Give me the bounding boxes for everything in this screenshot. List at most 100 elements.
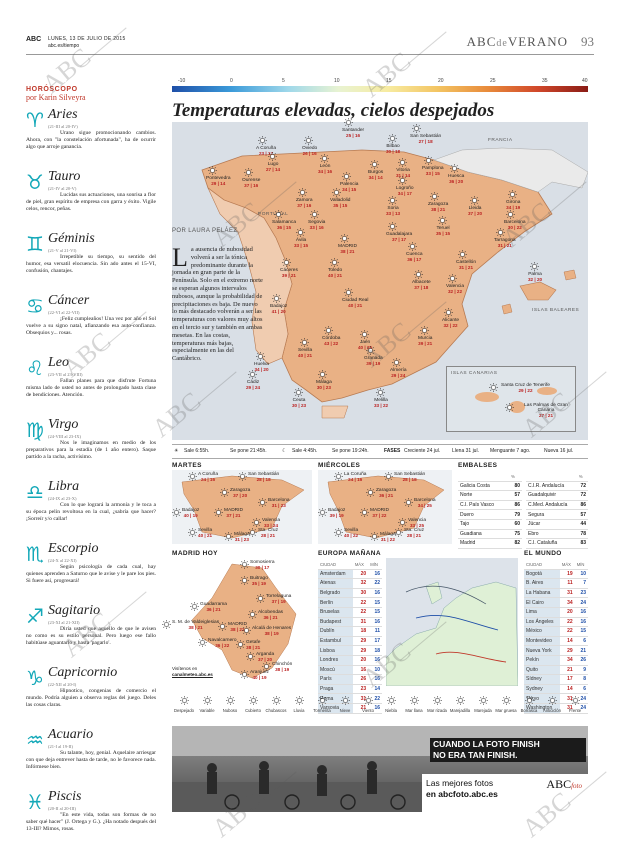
city-label: Huesca 36 | 20 [448,174,465,184]
city-label: Badajoz 41 | 20 [270,304,288,314]
city-label: Lugo 27 | 14 [266,162,281,172]
city-label: Navalcarnero 36 | 22 [208,638,237,648]
city-row: Montevideo 14 6 [524,636,588,647]
city-label: A Coruña 23 | 17 [256,146,277,156]
city-label: Zaragoza 36 | 21 [376,488,397,498]
legend-icon [249,696,258,705]
sign-name: Cáncer [48,293,90,308]
mundo-title: EL MUNDO [524,550,562,557]
article-dropcap: L [172,243,188,272]
temperature-gradient [172,86,588,92]
legend-icon [525,696,534,705]
horoscope-sign: ♍ Virgo (24-VIII al 23-IX) Nos le imaginamo… [26,416,161,478]
scale-tick: 0 [230,78,233,84]
sun-icon [248,370,257,379]
martes-title: MARTES [172,462,202,469]
embalse-row: C.Med. Andalucía 86 [526,500,588,511]
city-row: Berlín 22 15 [318,597,382,608]
city-row: Moscú 16 10 [318,665,382,676]
phases-label: FASES [384,448,401,454]
city-label: Guadalajara 37 | 17 [386,232,413,242]
sun-icon [310,210,319,219]
sign-dates: (24-VIII al 23-IX) [48,434,81,439]
zodiac-capricornio-icon: ♑ [26,666,44,690]
legend-icon [387,696,396,705]
city-label: La Coruña 24 | 16 [344,472,367,482]
sun-icon [248,528,257,537]
sun-icon [458,250,467,259]
sign-dates: (24-X al 22-XI) [48,558,77,563]
city-label: Ceuta 30 | 23 [292,398,307,408]
city-label: Pamplona 33 | 15 [422,166,444,176]
city-label: León 34 | 16 [318,164,333,174]
city-label: San Sebastián 27 | 18 [410,134,442,144]
sun-icon [366,346,375,355]
horoscope-sign: ♏ Escorpio (24-X al 22-XI) Según psicología… [26,540,161,602]
sun-icon [162,620,171,629]
horoscope-sign: ♊ Géminis (21-V al 21-VI) Irrepetible su ti… [26,230,161,292]
sun-icon [244,168,253,177]
zodiac-aries-icon: ♈ [26,108,44,132]
embalse-row: Guadalquivir 72 [526,490,588,501]
legend-item: Marejadilla [449,708,471,713]
legend-item: Lluvia [293,708,305,713]
embalse-row: C.I. Cataluña 83 [526,538,588,549]
miercoles-title: MIÉRCOLES [318,462,361,469]
horoscope-sign: ♒ Acuario (21-I al 19-II) Su talante, hoy, … [26,726,161,788]
embalse-row: Júcar 44 [526,519,588,530]
city-label: Soria 33 | 13 [386,206,401,216]
city-row: Praga 23 14 [318,684,382,695]
city-label: MADRID 38 | 21 [228,622,247,632]
madrid-link-url[interactable]: canalmeteo.abc.es [172,672,213,677]
city-label: Albacete 37 | 18 [412,280,431,290]
city-label: Las Palmas de Gran Canaria 27 | 21 [524,403,568,418]
legend-icon [272,696,281,705]
sign-name: Libra [48,479,80,494]
city-row: Varsovia 21 16 [318,703,382,714]
sign-text: Irrepetible su tiempo, su sentido del hu… [26,254,156,274]
legend-icon [571,696,580,705]
sun-icon [412,124,421,133]
horoscope-sign: ♋ Cáncer (22-VI al 22-VII) ¡Feliz cumpleaño… [26,292,161,354]
city-label: Torrelaguna 37 | 19 [266,594,292,604]
sun-icon [318,370,327,379]
city-label: Sevilla 40 | 22 [344,528,359,538]
city-label: MADRID 37 | 22 [370,508,389,518]
legend-item: Anticiclón [543,708,561,713]
legend-item: Borrasca [520,708,538,713]
region-label-portugal: PORTUGAL [258,212,289,217]
horoscope-sign: ♑ Capricornio (22-XII al 20-I) Hipnotico, c… [26,664,161,726]
city-row: Nueva York 29 21 [524,645,588,656]
sun-icon [388,222,397,231]
mallorca-land [519,281,557,301]
temperature-scale: -10 0 5 10 15 20 25 35 40 [172,78,588,96]
city-row: París 26 16 [318,674,382,685]
sign-text: Su talante, hoy, genial. Aquelaire arrie… [26,750,156,770]
scale-tick: 15 [386,78,392,84]
city-label: Vitoria 31 | 14 [396,168,411,178]
sign-text: Urano sigue promocionando cambios. Ahora… [26,130,156,150]
legend-item: Cubierto [245,708,261,713]
city-label: Almería 29 | 24 [390,368,407,378]
madrid-title: MADRID HOY [172,550,218,557]
embalse-row: Duero 79 [458,509,522,520]
legend-icon [203,696,212,705]
photo-ad[interactable]: CUANDO LA FOTO FINISH NO ERA TAN FINISH. … [172,726,588,812]
moonset: Se pone 19:24h. [332,448,369,454]
horoscope-sign: ♉ Tauro (21-IV al 20-V) Lucidas sus actuaci… [26,168,161,230]
phase-nueva: Nueva 16 jul. [544,448,574,454]
sign-text: Lucidas sus actuaciones, una sonrisa a f… [26,192,156,212]
sun-icon [274,210,283,219]
sun-icon [360,330,369,339]
ad-line-2[interactable]: en abcfoto.abc.es [426,789,498,799]
zodiac-géminis-icon: ♊ [26,232,44,256]
sign-dates: (21-V al 21-VI) [48,248,77,253]
sign-dates: (20-II al 20-III) [48,806,76,811]
legend-item: Marejada [474,708,492,713]
sun-icon [430,192,439,201]
horoscope-title: HORÓSCOPO [26,86,78,93]
embalse-row: Tajo 60 [458,519,522,530]
sun-icon [414,270,423,279]
sun-icon [252,518,261,527]
city-label: Palencia 34 | 15 [340,182,359,192]
